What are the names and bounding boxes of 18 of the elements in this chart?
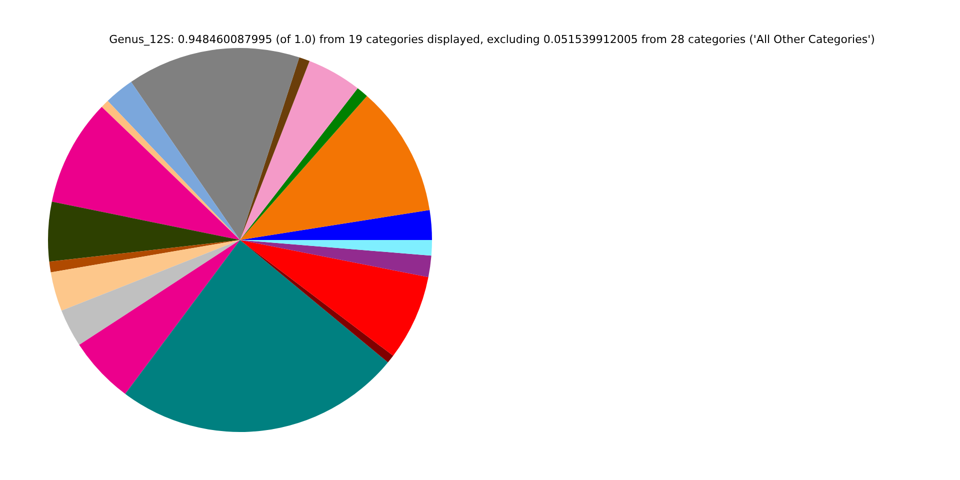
pie-slice: [125, 240, 388, 432]
pie-slice: [48, 202, 240, 262]
pie-slice: [61, 240, 240, 345]
pie-slice: [49, 240, 240, 272]
pie-slice: [240, 96, 430, 240]
pie-slice: [240, 57, 310, 240]
text: Genus_12S: 0.948460087995 (of 1.0) from 19 categories displayed, excluding 0.051539912005 from 28 categories ('All Other Categories'): [109, 33, 875, 46]
pie-slice: [240, 240, 428, 356]
pie-slice: [240, 240, 432, 256]
pie-slice: [240, 240, 432, 278]
pie-slice: [131, 48, 300, 240]
pie-slice: [102, 100, 240, 240]
pie-slice: [108, 82, 240, 240]
pie-slice: [240, 210, 432, 240]
pie-slice: [240, 88, 367, 240]
pie-slice: [240, 240, 394, 362]
pie-slice: [240, 61, 358, 240]
pie-slice: [50, 240, 240, 311]
